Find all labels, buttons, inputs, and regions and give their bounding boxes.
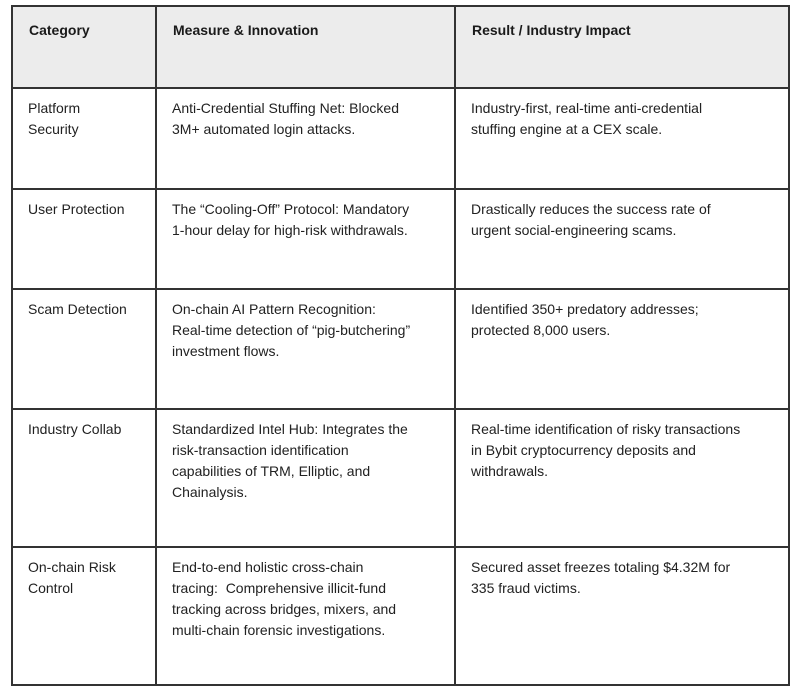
result-cell: Secured asset freezes totaling $4.32M fo… [454,546,790,686]
result-cell: Drastically reduces the success rate of … [454,188,790,290]
security-measures-table: Category Measure & Innovation Result / I… [11,5,790,686]
table-row-user-protection: User Protection The “Cooling-Off” Protoc… [11,188,790,290]
measure-cell: Anti-Credential Stuffing Net: Blocked 3M… [155,87,456,190]
table-row-scam-detection: Scam Detection On-chain AI Pattern Recog… [11,288,790,410]
table-row-onchain-risk-control: On-chain Risk Control End-to-end holisti… [11,546,790,686]
measure-cell: End-to-end holistic cross-chain tracing:… [155,546,456,686]
result-cell: Industry-first, real-time anti-credentia… [454,87,790,190]
category-cell: User Protection [11,188,157,290]
result-cell: Real-time identification of risky transa… [454,408,790,548]
table-header-row: Category Measure & Innovation Result / I… [11,5,790,89]
column-header-category: Category [11,5,157,89]
category-cell: Industry Collab [11,408,157,548]
table-row-platform-security: Platform Security Anti-Credential Stuffi… [11,87,790,190]
table-row-industry-collab: Industry Collab Standardized Intel Hub: … [11,408,790,548]
category-cell: Scam Detection [11,288,157,410]
result-cell: Identified 350+ predatory addresses; pro… [454,288,790,410]
category-cell: Platform Security [11,87,157,190]
column-header-result-industry-impact: Result / Industry Impact [454,5,790,89]
category-cell: On-chain Risk Control [11,546,157,686]
measure-cell: Standardized Intel Hub: Integrates the r… [155,408,456,548]
measure-cell: The “Cooling-Off” Protocol: Mandatory 1-… [155,188,456,290]
measure-cell: On-chain AI Pattern Recognition: Real-ti… [155,288,456,410]
column-header-measure-innovation: Measure & Innovation [155,5,456,89]
